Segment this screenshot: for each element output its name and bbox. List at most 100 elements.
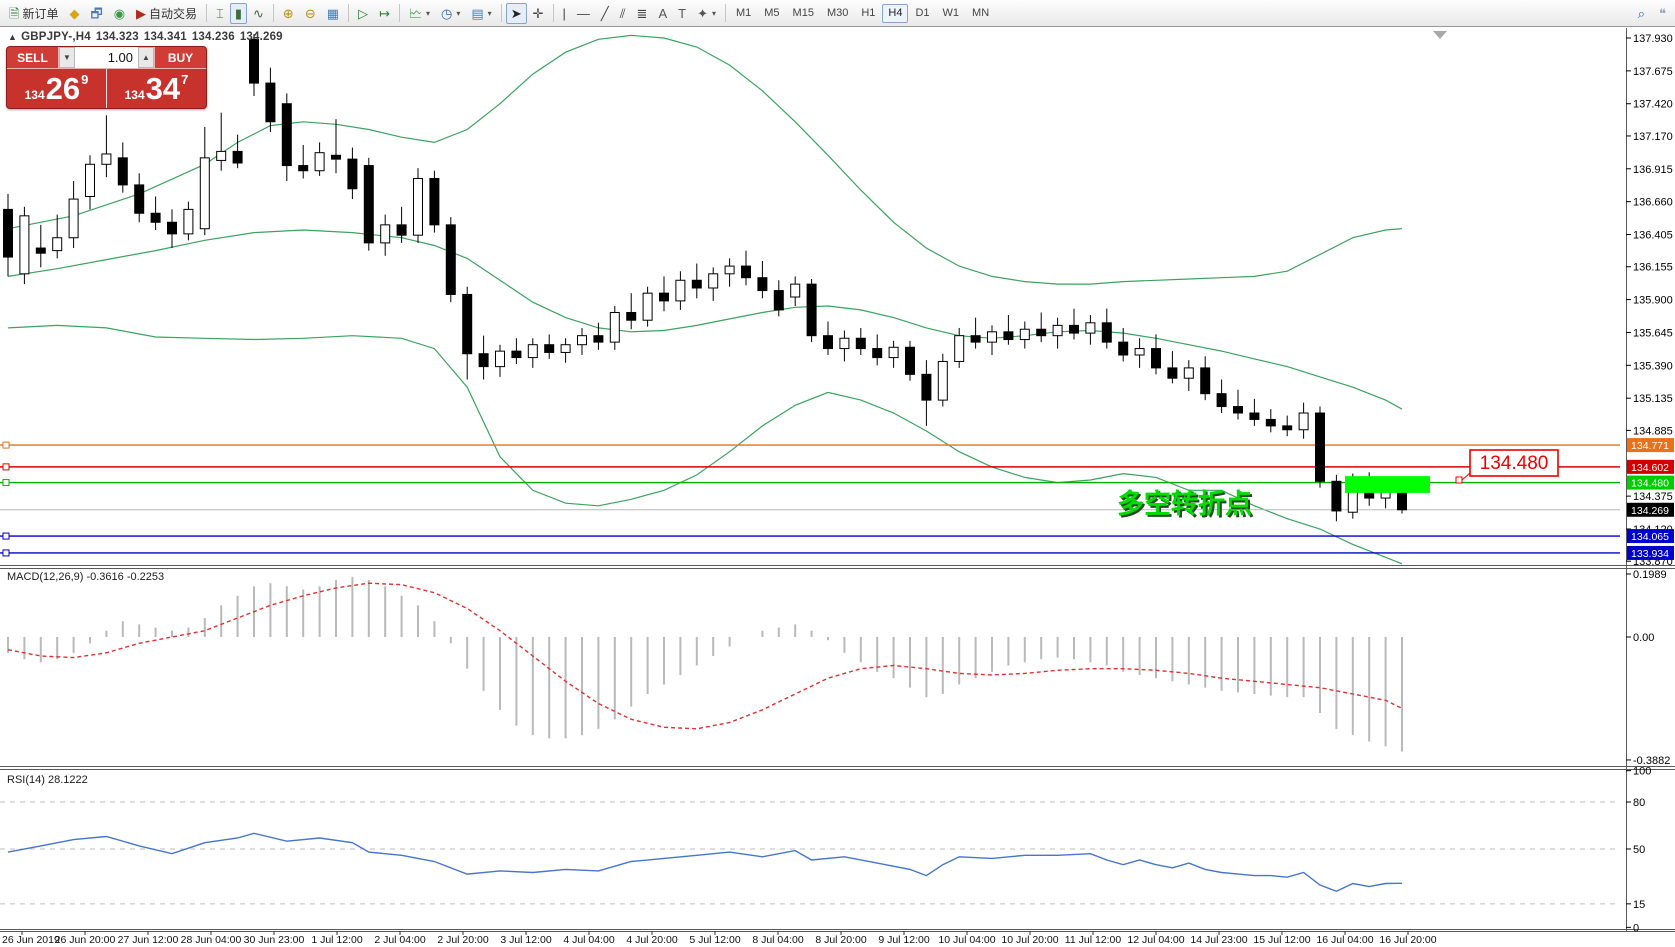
candle-bearish: [1167, 367, 1178, 379]
search-icon[interactable]: ⌕: [1633, 3, 1650, 24]
candle-bearish: [1069, 324, 1079, 334]
autotrading-button[interactable]: ▶ 自动交易: [131, 3, 202, 24]
auto-scroll-button[interactable]: ▷: [353, 3, 373, 24]
hline-handle-133.934[interactable]: [2, 549, 10, 557]
candle-bullish: [314, 152, 325, 172]
bar-chart-button[interactable]: ⌶: [211, 3, 229, 24]
timeframe-w1-button[interactable]: W1: [942, 7, 960, 19]
candle-bullish: [954, 335, 965, 362]
time-label: 26 Jun 2019: [2, 934, 60, 946]
price-chip-134.269: [1627, 502, 1674, 517]
timeframe-h1-button[interactable]: H1: [861, 7, 876, 19]
hline-handle-134.065[interactable]: [2, 532, 10, 540]
timeframe-d1-button[interactable]: D1: [915, 7, 930, 19]
text-label-button[interactable]: T: [673, 3, 691, 24]
chart-shift-button[interactable]: ↦: [374, 3, 395, 24]
arrows-button[interactable]: ✦ ▾: [692, 3, 721, 24]
candle-bearish: [429, 177, 440, 226]
ohlc-low: 134.236: [191, 31, 235, 43]
window-icon[interactable]: 🗗: [85, 3, 107, 24]
sell-button[interactable]: SELL: [7, 47, 59, 68]
hline-handle-134.771[interactable]: [2, 441, 10, 449]
price-tag-connector: [1461, 472, 1471, 481]
period-button-dropdown-arrow[interactable]: ▾: [456, 8, 461, 18]
time-label: 28 Jun 04:00: [181, 934, 242, 946]
new-chart-icon: 🗠: [408, 5, 422, 21]
price-tag-anchor[interactable]: [1455, 476, 1463, 484]
tile-windows-button[interactable]: ▦: [322, 3, 344, 24]
price-divider: [106, 69, 107, 108]
crosshair-icon: ✛: [532, 5, 544, 21]
vertical-line-button[interactable]: |: [558, 3, 571, 24]
price-tick-label: 136.915: [1633, 164, 1673, 176]
annotation-text[interactable]: 多空转折点: [1117, 488, 1252, 520]
bollinger-upper-band[interactable]: [7, 34, 1403, 285]
timeframe-m1-button[interactable]: M1: [735, 7, 752, 19]
candle-bearish: [167, 221, 177, 235]
volume-up-button[interactable]: ▲: [138, 47, 154, 68]
candle-bearish: [921, 373, 932, 401]
bollinger-lower-band[interactable]: [7, 324, 1403, 565]
zoom-in-button[interactable]: ⊕: [278, 3, 299, 24]
candle-bearish: [970, 335, 981, 343]
fibonacci-button[interactable]: ≣: [632, 3, 653, 24]
chart-profile-icon[interactable]: ◆: [64, 3, 84, 24]
trendline-button[interactable]: ╱: [596, 3, 614, 24]
chart-shift-marker[interactable]: [1433, 31, 1447, 39]
price-tag-box[interactable]: [1469, 449, 1559, 477]
candle-bearish: [872, 348, 883, 359]
timeframe-m30-button[interactable]: M30: [826, 7, 849, 19]
text-button[interactable]: A: [653, 3, 672, 24]
candlestick-button[interactable]: ▮: [229, 2, 248, 24]
buy-price-sup: 7: [181, 72, 189, 87]
new-order-button[interactable]: 🗎 新订单: [4, 3, 63, 24]
buy-button[interactable]: BUY: [154, 47, 206, 68]
autotrading-button-label: 自动交易: [149, 6, 198, 21]
new-chart-button[interactable]: 🗠 ▾: [404, 3, 435, 24]
zoom-out-button[interactable]: ⊖: [300, 3, 321, 24]
period-icon: ◷: [441, 5, 453, 21]
hline-handle-134.602[interactable]: [2, 463, 10, 471]
candle-bearish: [396, 224, 407, 236]
crosshair-button[interactable]: ✛: [528, 3, 549, 24]
price-chip-label: 134.269: [1631, 505, 1669, 517]
candle-bearish: [3, 208, 13, 258]
template-button-dropdown-arrow[interactable]: ▾: [487, 8, 492, 18]
timeframe-mn-button[interactable]: MN: [972, 7, 990, 19]
cursor-button[interactable]: ➤: [505, 2, 527, 24]
timeframe-m5-button[interactable]: M5: [764, 7, 780, 19]
line-chart-button[interactable]: ∿: [248, 3, 269, 24]
volume-input[interactable]: 1.00: [75, 47, 138, 68]
trendline-icon: ╱: [600, 5, 609, 21]
sell-price[interactable]: 134 26 9: [7, 69, 106, 108]
price-chip-134.771: [1627, 438, 1674, 453]
candle-bearish: [593, 335, 604, 343]
new-chart-button-dropdown-arrow[interactable]: ▾: [426, 8, 431, 18]
community-icon[interactable]: ◉: [109, 3, 130, 24]
vertical-line-icon: |: [562, 5, 566, 21]
timeframe-h4-button[interactable]: H4: [882, 3, 909, 23]
candle-bearish: [626, 311, 637, 321]
bollinger-middle-band[interactable]: [7, 229, 1403, 410]
horizontal-line-button[interactable]: —: [572, 3, 595, 24]
symbol-name: GBPJPY-,H4: [21, 31, 91, 43]
buy-price[interactable]: 134 34 7: [107, 69, 206, 108]
template-button[interactable]: ▤ ▾: [466, 3, 496, 24]
hline-handle-134.480[interactable]: [2, 479, 10, 487]
candle-bullish: [101, 153, 112, 165]
candle-bullish: [199, 157, 210, 230]
chat-icon[interactable]: ❝: [1654, 3, 1671, 24]
volume-down-button[interactable]: ▼: [59, 47, 75, 68]
timeframe-m15-button[interactable]: M15: [792, 7, 814, 19]
time-label: 30 Jun 23:00: [244, 934, 305, 946]
price-tick-label: 136.660: [1633, 197, 1673, 209]
arrows-button-dropdown-arrow[interactable]: ▾: [711, 8, 716, 18]
highlight-zone-rect[interactable]: [1345, 476, 1430, 493]
macd-pane[interactable]: [7, 576, 1403, 752]
period-button[interactable]: ◷ ▾: [436, 3, 465, 24]
toolbar: 🗎 新订单 ◆ 🗗 ◉ ▶ 自动交易 ⌶ ▮ ∿ ⊕ ⊖ ▦ ▷ ↦ 🗠 ▾ ◷ ▾ ▤ ▾ ➤ ✛ | — ╱ ⫽ ≣ A T ✦ ▾ M1 M…: [0, 0, 1675, 27]
channel-button[interactable]: ⫽: [615, 3, 631, 24]
rsi-pane[interactable]: [0, 801, 1620, 905]
